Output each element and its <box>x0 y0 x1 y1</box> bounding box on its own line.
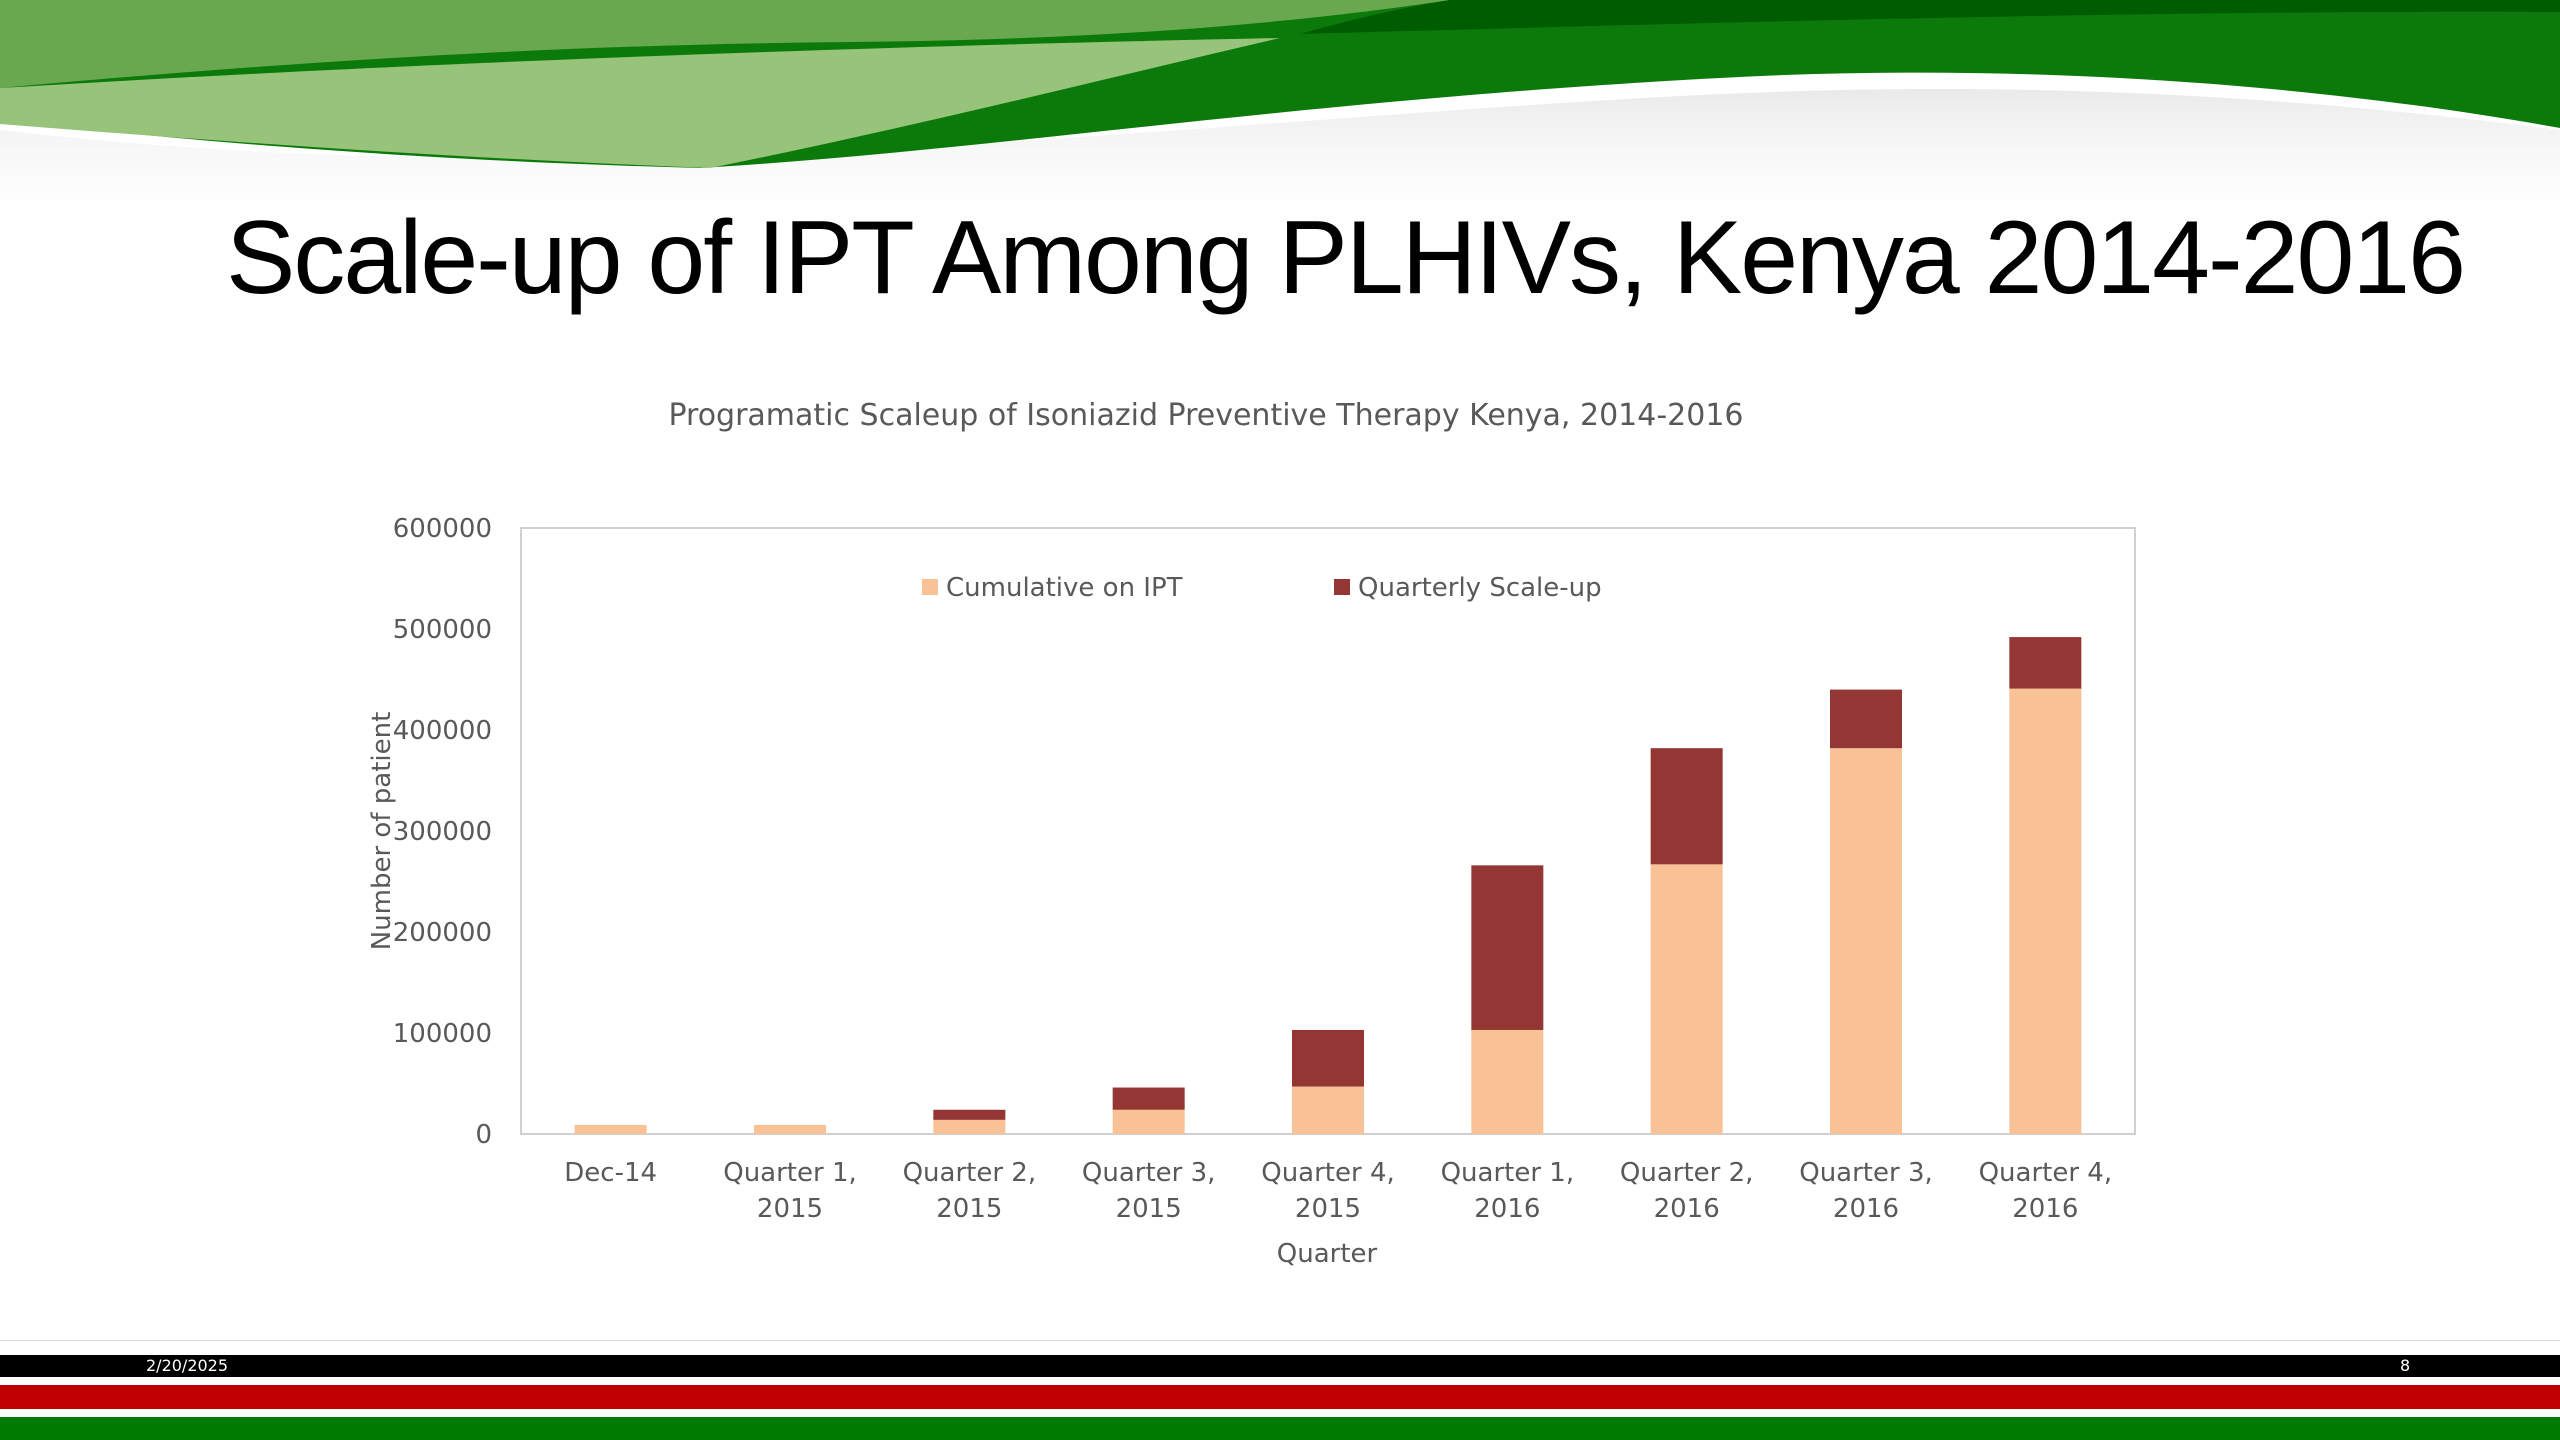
header-band-light-green <box>0 38 1280 168</box>
bar-quarterly <box>1292 1029 1364 1087</box>
x-axis-label: Quarter <box>1277 1239 1378 1269</box>
chart-title: Programatic Scaleup of Isoniazid Prevent… <box>668 398 1743 433</box>
chart: Programatic Scaleup of Isoniazid Prevent… <box>367 398 2136 1269</box>
bar-quarterly <box>2009 637 2082 689</box>
y-tick-label: 0 <box>475 1120 492 1150</box>
x-tick-label: Quarter 3, 2015 <box>1082 1158 1216 1224</box>
bar-cumulative <box>574 1124 647 1134</box>
bar-quarterly <box>1830 689 1902 749</box>
footer-black-band <box>0 1355 2560 1377</box>
footer-flag-bars <box>0 1340 2560 1440</box>
legend: Cumulative on IPT Quarterly Scale-up <box>922 573 1602 603</box>
footer-white-stripe-1 <box>0 1377 2560 1385</box>
y-axis-ticks: 0 100000 200000 300000 400000 500000 600000 <box>393 514 492 1150</box>
header-shadow <box>0 89 2560 240</box>
bar-cumulative <box>1112 1109 1185 1134</box>
x-tick-label: Quarter 1, 2015 <box>723 1158 857 1224</box>
footer-page-number: 8 <box>2400 1356 2411 1375</box>
x-tick-label: Quarter 1, 2016 <box>1441 1158 1575 1224</box>
header-band-mid-green <box>0 0 1450 88</box>
x-tick-label: Quarter 3, 2016 <box>1799 1158 1933 1224</box>
bar-quarterly <box>1112 1087 1185 1110</box>
bar-cumulative <box>2009 688 2082 1134</box>
footer-date: 2/20/2025 <box>146 1356 229 1375</box>
y-tick-label: 200000 <box>393 918 492 948</box>
bar-cumulative <box>1471 1029 1544 1134</box>
y-tick-label: 300000 <box>393 817 492 847</box>
bar-cumulative <box>754 1124 826 1134</box>
bar-quarterly <box>1650 748 1723 865</box>
y-tick-label: 600000 <box>393 514 492 544</box>
y-axis-label: Number of patient <box>367 712 397 951</box>
legend-label-cumulative: Cumulative on IPT <box>946 573 1183 603</box>
footer-white-top <box>0 1340 2560 1356</box>
x-axis-ticks: Dec-14 Quarter 1, 2015 Quarter 2, 2015 Quarte… <box>564 1158 2112 1224</box>
footer-red-band <box>0 1385 2560 1409</box>
x-tick-label: Quarter 2, 2016 <box>1620 1158 1754 1224</box>
bars <box>574 637 2082 1134</box>
header-band-deep-green <box>1300 0 2560 34</box>
header-swoosh-decoration <box>0 0 2560 240</box>
x-tick-label: Quarter 4, 2015 <box>1261 1158 1395 1224</box>
bar-cumulative <box>933 1119 1006 1134</box>
x-tick-label: Quarter 4, 2016 <box>1979 1158 2113 1224</box>
y-tick-label: 400000 <box>393 716 492 746</box>
bar-quarterly <box>1471 865 1544 1030</box>
bar-quarterly <box>933 1109 1006 1120</box>
footer-white-stripe-2 <box>0 1409 2560 1417</box>
legend-swatch-quarterly <box>1334 579 1350 595</box>
bar-cumulative <box>1650 864 1723 1134</box>
y-tick-label: 500000 <box>393 615 492 645</box>
x-tick-label: Dec-14 <box>564 1158 657 1188</box>
x-tick-label: Quarter 2, 2015 <box>903 1158 1037 1224</box>
bar-cumulative <box>1830 748 1902 1134</box>
legend-swatch-cumulative <box>922 579 938 595</box>
slide-title: Scale-up of IPT Among PLHIVs, Kenya 2014… <box>226 200 2466 316</box>
bar-cumulative <box>1292 1086 1364 1134</box>
y-tick-label: 100000 <box>393 1019 492 1049</box>
footer-green-band <box>0 1417 2560 1440</box>
legend-label-quarterly: Quarterly Scale-up <box>1358 573 1602 603</box>
